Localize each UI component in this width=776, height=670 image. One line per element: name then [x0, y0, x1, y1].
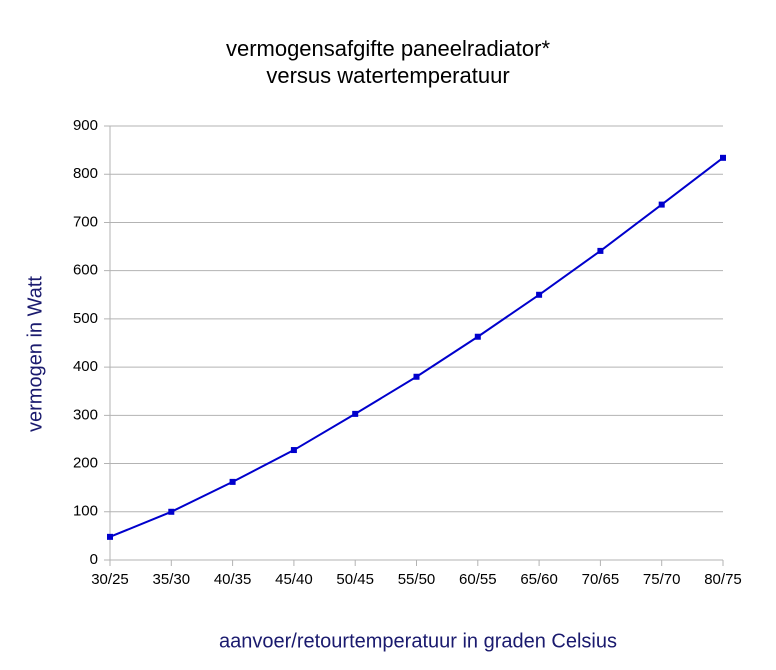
data-point: [413, 373, 420, 380]
y-tick-label: 700: [73, 213, 98, 230]
y-tick-label: 500: [73, 310, 98, 327]
x-tick-label: 45/40: [275, 571, 313, 588]
data-point: [229, 478, 236, 485]
x-tick-label: 35/30: [153, 571, 191, 588]
x-tick-label: 55/50: [398, 571, 436, 588]
y-tick-label: 100: [73, 503, 98, 520]
x-tick-label: 30/25: [91, 571, 129, 588]
data-point: [536, 291, 543, 298]
data-line: [109, 157, 724, 538]
y-tick-label: 900: [73, 117, 98, 134]
y-axis-label: vermogen in Watt: [24, 276, 46, 432]
chart-title: vermogensafgifte paneelradiator*: [226, 36, 551, 61]
x-tick-label: 40/35: [214, 571, 252, 588]
data-point: [290, 447, 297, 454]
x-tick-label: 65/60: [520, 571, 558, 588]
data-point: [168, 508, 175, 515]
y-tick-label: 800: [73, 165, 98, 182]
data-point: [352, 410, 359, 417]
y-tick-label: 200: [73, 455, 98, 472]
data-point: [720, 154, 726, 161]
x-tick-label: 70/65: [582, 571, 620, 588]
y-tick-label: 600: [73, 262, 98, 279]
x-tick-label: 50/45: [336, 571, 374, 588]
x-axis-label: aanvoer/retourtemperatuur in graden Cels…: [219, 630, 617, 652]
x-tick-label: 75/70: [643, 571, 681, 588]
y-tick-label: 300: [73, 406, 98, 423]
x-tick-label: 60/55: [459, 571, 497, 588]
data-point: [658, 201, 665, 208]
x-tick-label: 80/75: [704, 571, 742, 588]
data-point: [107, 533, 113, 540]
y-tick-label: 0: [90, 551, 98, 568]
chart-title: versus watertemperatuur: [266, 63, 509, 88]
data-point: [597, 247, 604, 254]
data-point: [474, 333, 481, 340]
y-tick-label: 400: [73, 358, 98, 375]
